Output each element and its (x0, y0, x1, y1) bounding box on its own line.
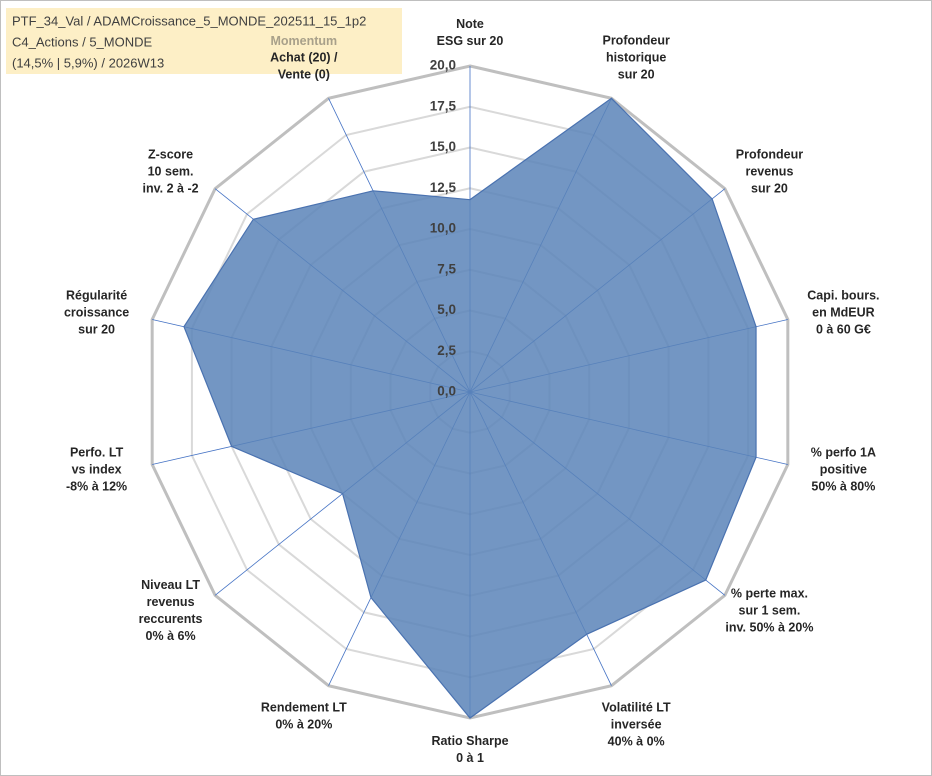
category-label: % perte max. sur 1 sem. inv. 50% à 20% (725, 587, 813, 635)
title-line: PTF_34_Val / ADAMCroissance_5_MONDE_2025… (12, 13, 366, 28)
category-label: % perfo 1A positive 50% à 80% (811, 446, 876, 494)
category-label: Volatilité LT inversée 40% à 0% (602, 701, 671, 749)
title-line: (14,5% | 5,9%) / 2026W13 (12, 55, 164, 70)
tick-label: 12,5 (430, 180, 457, 195)
title-line: C4_Actions / 5_MONDE (12, 34, 152, 49)
tick-label: 0,0 (437, 384, 456, 399)
category-label: Niveau LT revenus reccurents 0% à 6% (139, 578, 203, 643)
title-box (6, 8, 402, 74)
tick-label: 7,5 (437, 261, 456, 276)
annotation: Momentum (270, 34, 337, 48)
category-label: Profondeur revenus sur 20 (736, 148, 803, 196)
category-label: Profondeur historique sur 20 (602, 34, 669, 82)
category-label: Achat (20) / Vente (0) (270, 51, 338, 82)
tick-label: 20,0 (430, 58, 456, 73)
series-area (183, 97, 757, 719)
category-label: Régularité croissance sur 20 (64, 289, 129, 337)
category-label: Ratio Sharpe 0 à 1 (431, 734, 508, 765)
tick-label: 15,0 (430, 139, 456, 154)
tick-label: 5,0 (437, 302, 456, 317)
plot: 0,0 2,5 5,0 7,5 10,0 12,5 15,0 17,5 20,0 Note ESG … (64, 17, 880, 765)
category-label: Rendement LT 0% à 20% (261, 701, 347, 732)
category-label: Capi. bours. en MdEUR 0 à 60 G€ (807, 289, 879, 337)
tick-label: 10,0 (430, 221, 456, 236)
category-label: Perfo. LT vs index -8% à 12% (66, 446, 127, 494)
tick-label: 17,5 (430, 98, 457, 113)
category-label: Z-score 10 sem. inv. 2 à -2 (143, 148, 199, 196)
category-label: Note ESG sur 20 (437, 17, 504, 48)
tick-label: 2,5 (437, 343, 456, 358)
